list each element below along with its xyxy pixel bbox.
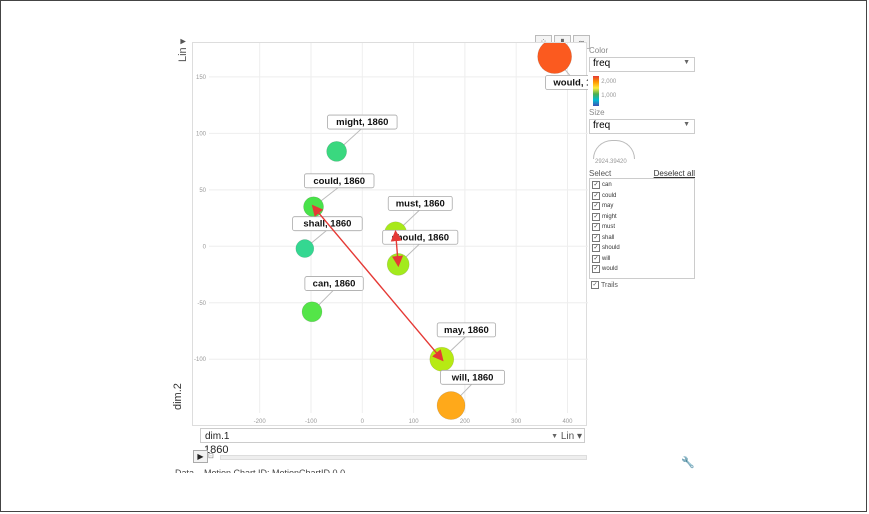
size-legend-circle — [593, 140, 635, 159]
bubble-label: could, 1860 — [313, 176, 365, 187]
x-tick-label: 200 — [460, 419, 471, 425]
play-button[interactable]: ▶ — [193, 450, 208, 463]
deselect-all-link[interactable]: Deselect all — [653, 169, 695, 178]
y-tick-label: -50 — [197, 301, 206, 307]
color-gradient — [593, 76, 599, 106]
select-item-label: may — [602, 203, 614, 210]
wrench-icon[interactable]: 🔧 — [681, 457, 695, 469]
select-item-must[interactable]: ✓ must — [590, 222, 694, 233]
select-item-will[interactable]: ✓ will — [590, 254, 694, 265]
annotation-arrow — [390, 229, 404, 268]
select-item-shall[interactable]: ✓ shall — [590, 233, 694, 244]
plot-area[interactable]: -200 -100 0 100 200 300 400 150 100 50 0 -50 -100 wou… — [192, 42, 588, 427]
size-select[interactable]: freq ▼ — [589, 119, 695, 134]
select-item-would[interactable]: ✓ would — [590, 264, 694, 275]
select-item-label: should — [602, 245, 620, 252]
checkbox-icon[interactable]: ✓ — [592, 191, 600, 200]
speed-control[interactable]: ⊡ — [208, 453, 214, 460]
select-item-might[interactable]: ✓ might — [590, 212, 694, 223]
bubble-label-box — [304, 173, 375, 189]
x-axis-label: dim.1 — [205, 431, 230, 442]
select-item-label: will — [602, 255, 611, 262]
x-tick-label: 400 — [562, 419, 573, 425]
sidebar: Color freq ▼ 2,000 1,000 Size freq ▼ 2924.… — [589, 44, 695, 289]
select-item-label: would — [602, 266, 618, 273]
bubble-label: must, 1860 — [396, 198, 445, 209]
bubble-label: would, 1860 — [552, 78, 588, 89]
scatter-chart[interactable]: -200 -100 0 100 200 300 400 150 100 50 0 -50 -100 wou… — [193, 43, 588, 427]
checkbox-icon[interactable]: ✓ — [592, 233, 600, 242]
color-scale-labels: 2,000 1,000 — [601, 75, 616, 103]
bubble-label: can, 1860 — [313, 279, 356, 290]
checkbox-icon[interactable]: ✓ — [591, 281, 599, 289]
color-scale-max: 2,000 — [601, 79, 617, 85]
bubble-shall — [295, 239, 315, 258]
chevron-down-icon: ▼ — [551, 433, 558, 440]
y-tick-label: 100 — [196, 131, 207, 137]
y-tick-label: 150 — [196, 75, 207, 81]
select-item-label: shall — [602, 234, 615, 241]
select-item-label: could — [602, 192, 617, 199]
color-select[interactable]: freq ▼ — [589, 57, 695, 72]
chevron-down-icon: ▼ — [683, 121, 690, 128]
trails-label: Trails — [601, 281, 618, 289]
checkbox-icon[interactable]: ✓ — [592, 265, 600, 274]
x-tick-label: 300 — [511, 419, 522, 425]
checkbox-icon[interactable]: ✓ — [592, 254, 600, 263]
bubble-label-box — [545, 75, 588, 90]
y-scale-select[interactable]: Lin ▾ — [177, 38, 189, 62]
select-item-could[interactable]: ✓ could — [590, 191, 694, 202]
select-item-label: can — [602, 182, 612, 189]
checkbox-icon[interactable]: ✓ — [592, 202, 600, 211]
time-slider[interactable] — [220, 455, 587, 460]
y-axis-label[interactable]: dim.2 — [172, 383, 184, 410]
color-legend: 2,000 1,000 — [589, 72, 695, 106]
color-scale-mid: 1,000 — [601, 93, 617, 99]
x-tick-label: -200 — [254, 419, 267, 425]
x-tick-label: 0 — [361, 419, 365, 425]
chevron-down-icon: ▼ — [683, 59, 690, 66]
bubble-can — [301, 301, 323, 323]
x-tick-label: -100 — [305, 419, 318, 425]
checkbox-icon[interactable]: ✓ — [592, 223, 600, 232]
x-tick-label: 100 — [409, 419, 420, 425]
checkbox-icon[interactable]: ✓ — [592, 181, 600, 190]
bubble-label: will, 1860 — [451, 372, 494, 383]
bubble-label-box — [327, 114, 398, 130]
bubble-might — [326, 141, 347, 162]
trails-toggle[interactable]: ✓ Trails — [589, 281, 695, 289]
bubble-label: should, 1860 — [391, 232, 449, 243]
y-tick-label: -100 — [194, 357, 207, 363]
bubble-could — [303, 196, 324, 218]
annotation-arrow — [311, 204, 444, 362]
select-item-may[interactable]: ✓ may — [590, 201, 694, 212]
bubble-label-box — [440, 369, 505, 385]
select-item-label: might — [602, 213, 617, 220]
x-axis-select[interactable]: dim.1 ▼ Lin ▾ — [200, 428, 585, 443]
size-header: Size — [589, 108, 605, 117]
time-label: 1860 — [204, 444, 229, 456]
bubble-label: might, 1860 — [336, 117, 388, 128]
checkbox-icon[interactable]: ✓ — [592, 212, 600, 221]
checkbox-icon[interactable]: ✓ — [592, 244, 600, 253]
bubble-will — [436, 391, 466, 420]
color-header: Color — [589, 46, 609, 55]
bottom-text: Data... Motion Chart ID: MotionChartID.0… — [175, 468, 346, 473]
select-item-can[interactable]: ✓ can — [590, 180, 694, 191]
bubble-label: may, 1860 — [444, 325, 489, 336]
y-tick-label: 0 — [203, 244, 207, 250]
select-item-label: must — [602, 224, 616, 231]
x-scale-select[interactable]: Lin ▾ — [560, 431, 582, 442]
select-header: Select — [589, 169, 612, 178]
bubble-would — [537, 43, 572, 74]
y-tick-label: 50 — [199, 188, 206, 194]
select-list: ✓ can ✓ could ✓ may ✓ might ✓ must ✓ shall ✓ sh… — [589, 178, 695, 279]
select-item-should[interactable]: ✓ should — [590, 243, 694, 254]
size-legend-value: 2924.39420 — [595, 159, 627, 165]
